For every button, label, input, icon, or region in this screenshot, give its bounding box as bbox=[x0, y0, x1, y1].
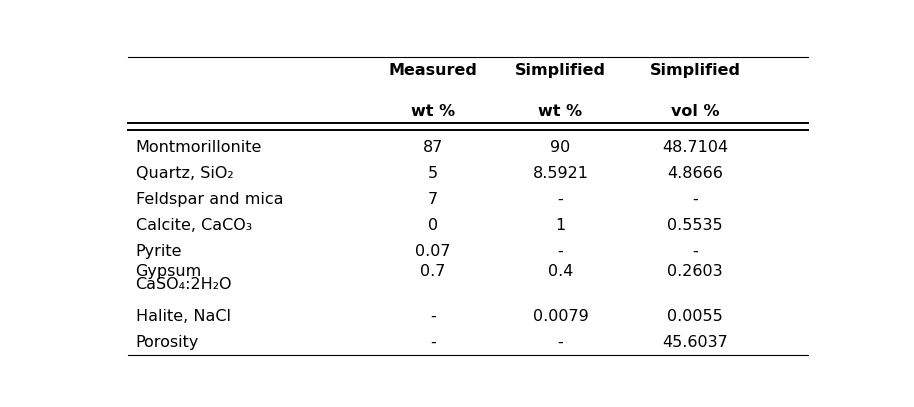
Text: 0.2603: 0.2603 bbox=[667, 264, 723, 279]
Text: wt %: wt % bbox=[411, 104, 455, 119]
Text: -: - bbox=[558, 244, 563, 259]
Text: 0: 0 bbox=[428, 218, 438, 233]
Text: -: - bbox=[692, 192, 698, 207]
Text: 8.5921: 8.5921 bbox=[533, 166, 589, 181]
Text: Pyrite: Pyrite bbox=[135, 244, 182, 259]
Text: 4.8666: 4.8666 bbox=[667, 166, 723, 181]
Text: Quartz, SiO₂: Quartz, SiO₂ bbox=[135, 166, 233, 181]
Text: Simplified: Simplified bbox=[650, 63, 740, 78]
Text: 0.0079: 0.0079 bbox=[533, 309, 589, 324]
Text: Halite, NaCl: Halite, NaCl bbox=[135, 309, 230, 324]
Text: -: - bbox=[558, 335, 563, 350]
Text: Calcite, CaCO₃: Calcite, CaCO₃ bbox=[135, 218, 251, 233]
Text: 48.7104: 48.7104 bbox=[662, 140, 728, 155]
Text: -: - bbox=[692, 244, 698, 259]
Text: -: - bbox=[430, 335, 436, 350]
Text: 0.7: 0.7 bbox=[420, 264, 446, 279]
Text: Montmorillonite: Montmorillonite bbox=[135, 140, 262, 155]
Text: Gypsum: Gypsum bbox=[135, 264, 202, 279]
Text: Feldspar and mica: Feldspar and mica bbox=[135, 192, 283, 207]
Text: CaSO₄:2H₂O: CaSO₄:2H₂O bbox=[135, 276, 232, 291]
Text: 1: 1 bbox=[556, 218, 566, 233]
Text: Simplified: Simplified bbox=[515, 63, 606, 78]
Text: 0.07: 0.07 bbox=[415, 244, 451, 259]
Text: 0.0055: 0.0055 bbox=[667, 309, 723, 324]
Text: 7: 7 bbox=[428, 192, 438, 207]
Text: 0.4: 0.4 bbox=[547, 264, 573, 279]
Text: -: - bbox=[558, 192, 563, 207]
Text: wt %: wt % bbox=[538, 104, 582, 119]
Text: 90: 90 bbox=[550, 140, 570, 155]
Text: Measured: Measured bbox=[388, 63, 477, 78]
Text: 0.5535: 0.5535 bbox=[667, 218, 723, 233]
Text: 45.6037: 45.6037 bbox=[663, 335, 728, 350]
Text: -: - bbox=[430, 309, 436, 324]
Text: 87: 87 bbox=[423, 140, 443, 155]
Text: Porosity: Porosity bbox=[135, 335, 199, 350]
Text: 5: 5 bbox=[428, 166, 438, 181]
Text: vol %: vol % bbox=[671, 104, 719, 119]
